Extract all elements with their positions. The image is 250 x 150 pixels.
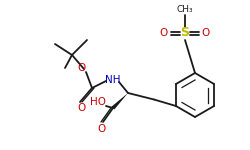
Text: O: O	[77, 103, 85, 113]
Text: CH₃: CH₃	[177, 6, 193, 15]
Text: O: O	[160, 28, 168, 38]
Text: NH: NH	[105, 75, 121, 85]
Text: O: O	[78, 63, 86, 73]
Text: O: O	[98, 124, 106, 134]
Text: HO: HO	[90, 97, 106, 107]
Text: S: S	[180, 27, 190, 39]
Text: O: O	[202, 28, 210, 38]
Polygon shape	[112, 93, 128, 109]
